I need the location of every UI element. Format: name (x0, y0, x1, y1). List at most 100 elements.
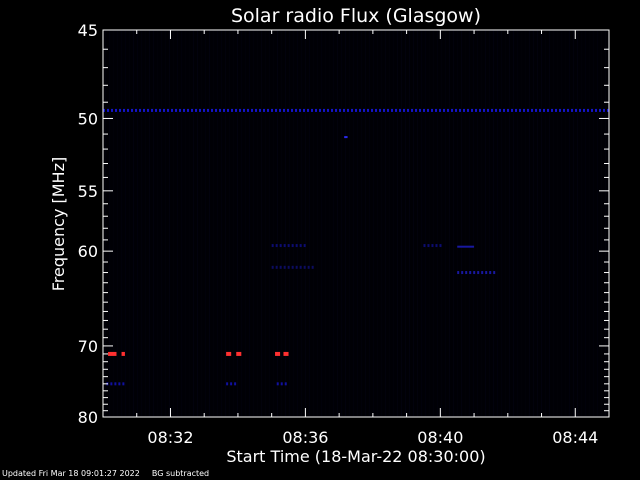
noise-stripe (473, 30, 474, 417)
feature-dot (519, 108, 521, 112)
feature-burst (108, 351, 117, 356)
feature-dot (347, 108, 349, 112)
feature-dot (603, 108, 605, 112)
feature-dot (469, 271, 472, 275)
feature-dot (363, 108, 365, 112)
feature-dot (415, 108, 417, 112)
noise-stripe (313, 30, 314, 417)
noise-stripe (569, 30, 570, 417)
feature-dot (203, 108, 205, 112)
feature-dot (439, 108, 441, 112)
feature-dot (147, 108, 149, 112)
noise-stripe (205, 30, 206, 417)
feature-dot (607, 108, 609, 112)
noise-stripe (341, 30, 342, 417)
noise-stripe (429, 30, 430, 417)
noise-stripe (181, 30, 182, 417)
feature-dot (271, 244, 274, 248)
feature-dot (503, 108, 505, 112)
feature-dot (423, 108, 425, 112)
feature-dot (499, 108, 501, 112)
noise-stripe (357, 30, 358, 417)
noise-stripe (533, 30, 534, 417)
feature-dot (283, 265, 286, 269)
x-tick-label: 08:32 (147, 428, 193, 447)
feature-dot (551, 108, 553, 112)
feature-dot (267, 108, 269, 112)
feature-dot (223, 108, 225, 112)
feature-dot (555, 108, 557, 112)
noise-stripe (269, 30, 270, 417)
noise-stripe (133, 30, 134, 417)
feature-dot (231, 108, 233, 112)
feature-dot (279, 108, 281, 112)
feature-dot (230, 382, 233, 386)
feature-dot (122, 382, 125, 386)
feature-dot (507, 108, 509, 112)
feature-dot (575, 108, 577, 112)
feature-dot (127, 108, 129, 112)
noise-stripe (321, 30, 322, 417)
noise-stripe (197, 30, 198, 417)
noise-stripe (581, 30, 582, 417)
feature-dot (311, 265, 314, 269)
noise-stripe (121, 30, 122, 417)
feature-dot (295, 244, 298, 248)
feature-dot (527, 108, 529, 112)
feature-dot (271, 108, 273, 112)
feature-dot (335, 108, 337, 112)
feature-dot (234, 382, 237, 386)
noise-stripe (245, 30, 246, 417)
feature-dot (515, 108, 517, 112)
feature-dot (383, 108, 385, 112)
noise-stripe (537, 30, 538, 417)
feature-dot (276, 382, 279, 386)
feature-dot (179, 108, 181, 112)
updated-timestamp: Updated Fri Mar 18 09:01:27 2022 (2, 469, 140, 478)
feature-dot (461, 271, 464, 275)
feature-dot (403, 108, 405, 112)
feature-dot (139, 108, 141, 112)
feature-dot (591, 108, 593, 112)
feature-dot (284, 382, 287, 386)
noise-stripe (573, 30, 574, 417)
noise-stripe (385, 30, 386, 417)
feature-dot (465, 271, 468, 275)
noise-stripe (453, 30, 454, 417)
noise-stripe (105, 30, 106, 417)
noise-stripe (577, 30, 578, 417)
feature-dot (315, 108, 317, 112)
feature-burst (283, 351, 289, 356)
noise-stripe (605, 30, 606, 417)
feature-dot (387, 108, 389, 112)
noise-stripe (433, 30, 434, 417)
noise-stripe (113, 30, 114, 417)
feature-dot (239, 108, 241, 112)
feature-dot (243, 108, 245, 112)
feature-dot (423, 244, 426, 248)
noise-stripe (281, 30, 282, 417)
feature-dot (344, 136, 348, 139)
noise-stripe (401, 30, 402, 417)
noise-stripe (317, 30, 318, 417)
feature-dot (299, 108, 301, 112)
noise-stripe (161, 30, 162, 417)
noise-stripe (361, 30, 362, 417)
noise-stripe (365, 30, 366, 417)
feature-dot (487, 108, 489, 112)
feature-dot (151, 108, 153, 112)
feature-dot (323, 108, 325, 112)
feature-dot (571, 108, 573, 112)
noise-stripe (117, 30, 118, 417)
feature-dot (419, 108, 421, 112)
feature-dot (143, 108, 145, 112)
noise-stripe (285, 30, 286, 417)
y-tick-label: 60 (78, 242, 98, 261)
feature-dot (307, 108, 309, 112)
feature-dot (307, 265, 310, 269)
feature-dot (435, 244, 438, 248)
feature-dot (339, 108, 341, 112)
feature-dot (295, 108, 297, 112)
noise-stripe (273, 30, 274, 417)
noise-stripe (557, 30, 558, 417)
